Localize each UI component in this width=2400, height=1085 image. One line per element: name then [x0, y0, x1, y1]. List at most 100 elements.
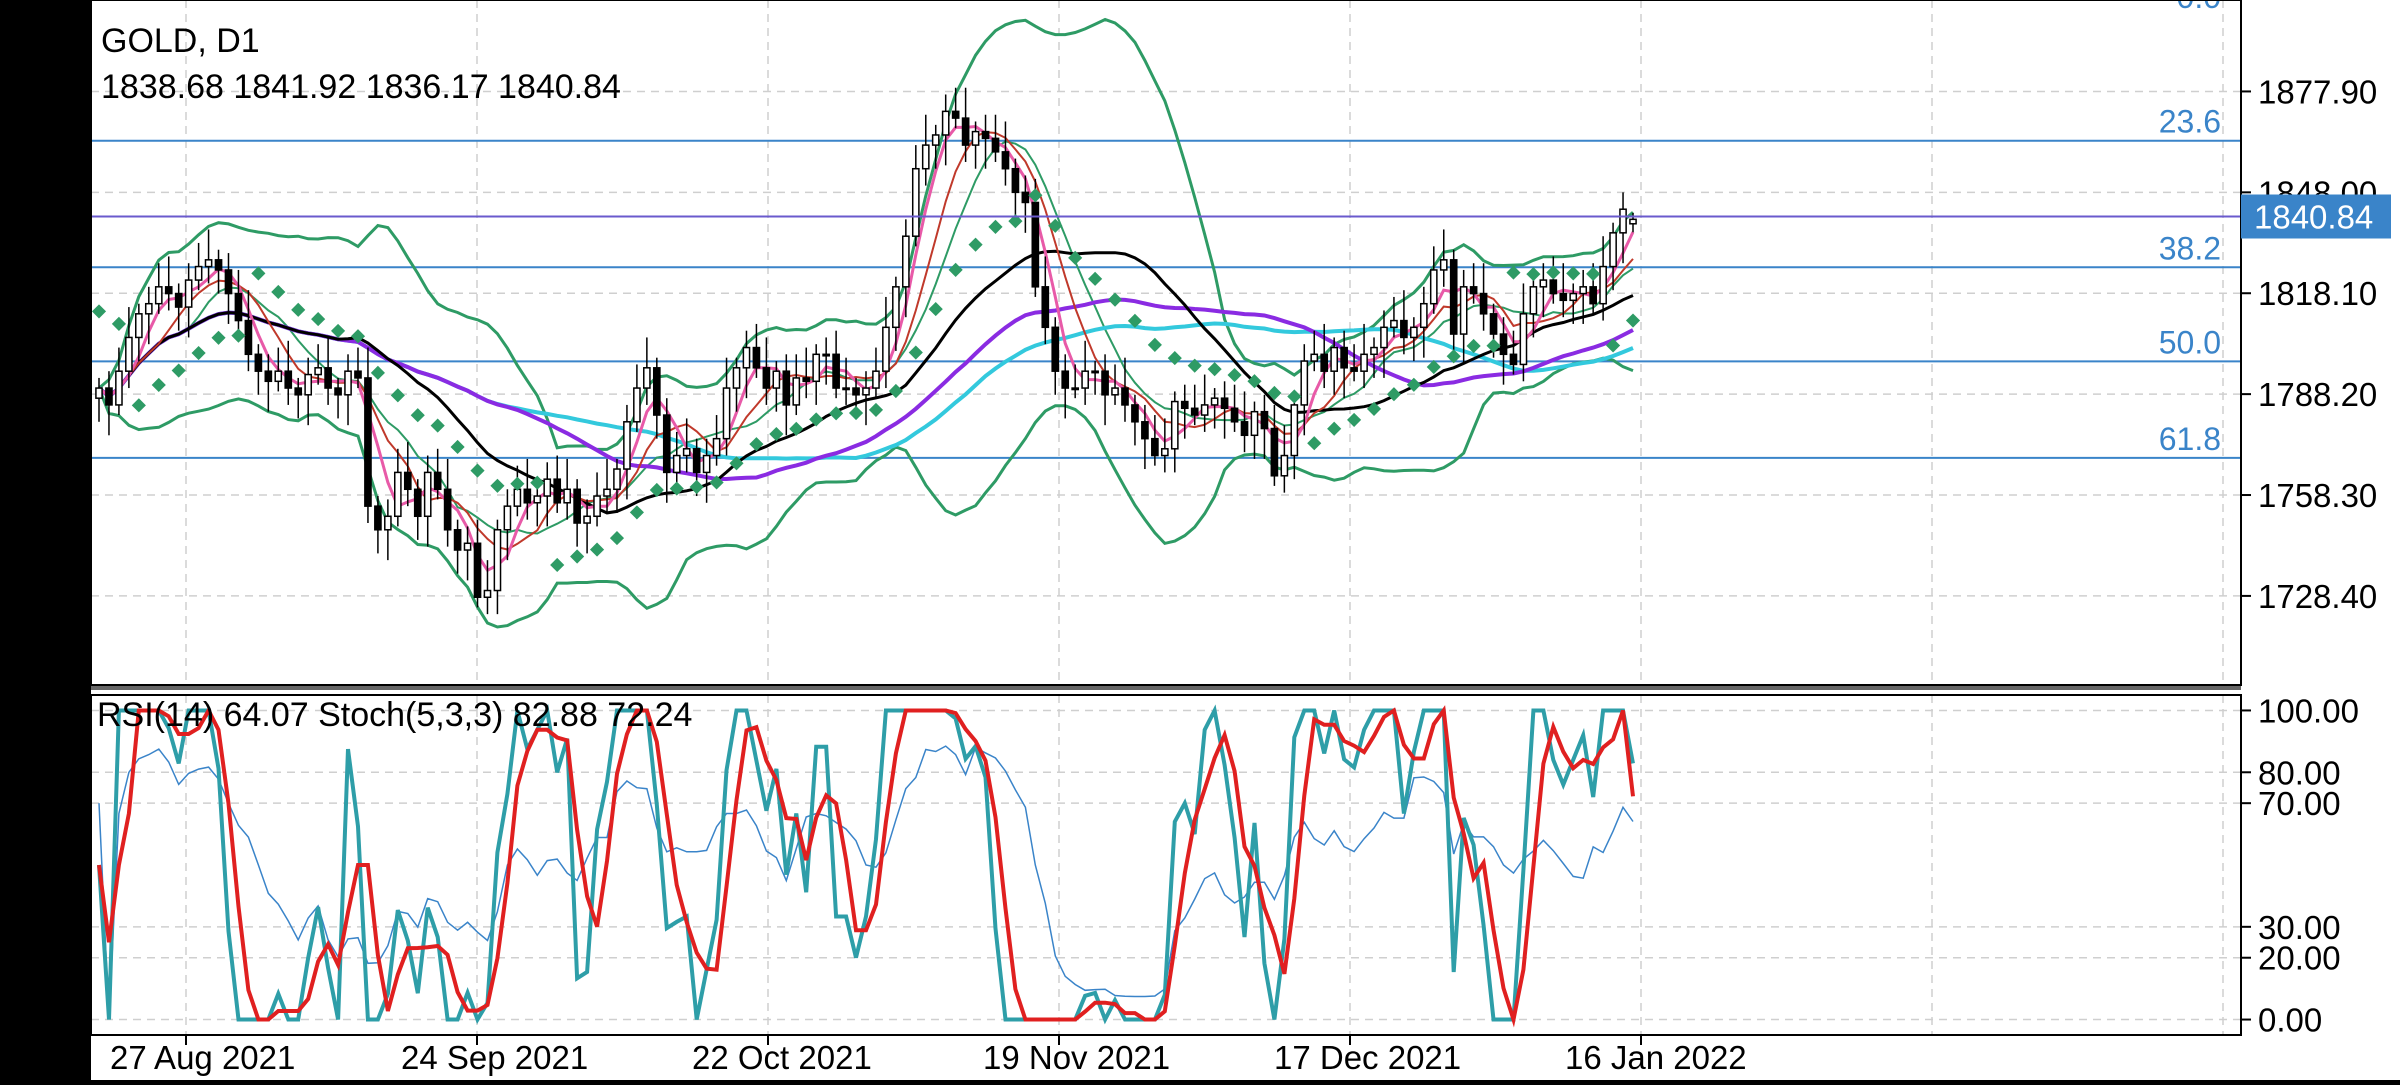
sar-dot	[669, 481, 684, 496]
candle-body	[1370, 346, 1378, 356]
sar-dot	[689, 479, 704, 495]
candle-body	[643, 367, 651, 389]
candle-body	[1131, 404, 1139, 423]
candle-body	[722, 387, 731, 440]
candle-body	[662, 414, 671, 474]
sar-dot	[1446, 349, 1461, 364]
candle-body	[573, 488, 581, 524]
chart-area[interactable]: 23.638.250.061.80.0 1877.901848.001818.1…	[90, 0, 2400, 1080]
current-price-box-bg	[2241, 194, 2391, 239]
indicator-tick-label: 0.00	[2258, 1002, 2322, 1039]
candle-body	[463, 542, 472, 551]
candle-body	[742, 346, 751, 369]
sar-dot	[470, 463, 485, 478]
candle-body	[1340, 346, 1348, 369]
candle-body	[852, 387, 860, 396]
y-tick-label: 1758.30	[2258, 477, 2377, 514]
candle-body	[1429, 269, 1438, 305]
indicator-readout: RSI(14) 64.07 Stoch(5,3,3) 82.88 72.24	[97, 696, 693, 734]
candle-body	[1141, 421, 1149, 440]
candle-body	[1290, 404, 1299, 457]
candle-body	[1091, 370, 1099, 374]
candle-body	[473, 542, 482, 599]
fib-level-label: 23.6	[2159, 104, 2221, 140]
sar-dot	[988, 219, 1003, 234]
candle-body	[991, 137, 1000, 153]
candle-body	[234, 292, 243, 322]
candle-body	[1449, 259, 1458, 335]
sar-dot	[829, 406, 844, 421]
candle-body	[1350, 367, 1358, 372]
candle-body	[1081, 370, 1089, 389]
sar-dot	[1167, 351, 1182, 366]
candle-body	[553, 478, 562, 504]
stoch-signal-line	[97, 705, 1635, 1028]
sar-dot	[231, 328, 246, 343]
sar-dot	[311, 312, 326, 327]
candle-body	[702, 454, 711, 474]
candle-body	[344, 370, 352, 396]
sar-dot	[1406, 377, 1421, 392]
sar-dot	[709, 475, 724, 490]
candle-body	[971, 130, 980, 146]
sar-dot	[589, 542, 605, 557]
sar-dot	[271, 284, 286, 300]
sar-dot	[1088, 271, 1103, 286]
sar-dot	[1606, 338, 1621, 353]
candle-body	[224, 269, 233, 295]
sar-dot	[629, 505, 644, 520]
ma-purple	[97, 297, 1634, 481]
sar-dot	[1207, 362, 1222, 377]
candle-body	[1589, 286, 1597, 305]
sar-dot	[769, 426, 784, 442]
candle-body	[842, 387, 850, 391]
indicator-tick-label: 30.00	[2258, 909, 2341, 946]
sar-dot	[490, 478, 505, 493]
x-tick-label: 17 Dec 2021	[1274, 1039, 1461, 1076]
candle-body	[1071, 387, 1080, 391]
sar-dot	[848, 405, 864, 421]
candle-body	[1390, 319, 1398, 329]
current-price-box: 1840.84	[2241, 194, 2391, 239]
candle-body	[115, 370, 123, 406]
sar-dot	[749, 437, 764, 452]
price-chart[interactable]: 23.638.250.061.80.0 1877.901848.001818.1…	[90, 0, 2400, 1080]
x-tick-label: 22 Oct 2021	[692, 1039, 872, 1076]
candle-body	[1300, 360, 1309, 406]
candle-body	[633, 387, 641, 423]
candle-body	[294, 387, 303, 396]
candle-body	[1509, 353, 1518, 366]
candle-body	[543, 478, 552, 497]
fib-level-label: 38.2	[2159, 230, 2221, 266]
x-tick-label: 19 Nov 2021	[983, 1039, 1170, 1076]
candle-body	[1111, 387, 1119, 396]
sar-dot	[550, 557, 565, 573]
candle-body	[1609, 232, 1617, 268]
candle-body	[513, 488, 522, 507]
candle-body	[772, 370, 781, 389]
grid	[91, 0, 2241, 1035]
rsi-line	[98, 745, 1634, 1020]
candle-body	[732, 367, 741, 389]
candle-body	[812, 353, 821, 383]
sar-dot	[330, 323, 346, 338]
candle-body	[184, 279, 193, 308]
candle-body	[1220, 397, 1229, 410]
candle-body	[364, 377, 372, 507]
candle-body	[1619, 208, 1627, 234]
sar-dot	[968, 237, 983, 252]
candle-body	[1121, 387, 1129, 406]
indicator-tick-label: 70.00	[2258, 785, 2341, 822]
y-tick-label: 1728.40	[2258, 578, 2377, 615]
candle-body	[872, 370, 880, 389]
candle-body	[164, 286, 173, 295]
indicator-tick-label: 20.00	[2258, 940, 2341, 977]
sar-dot	[1327, 421, 1342, 436]
candle-body	[503, 505, 512, 531]
candle-body	[244, 319, 253, 356]
sar-dot	[649, 482, 664, 498]
sar-dot	[370, 365, 385, 380]
candle-body	[1459, 286, 1468, 335]
fib-level-label: 61.8	[2159, 421, 2221, 457]
